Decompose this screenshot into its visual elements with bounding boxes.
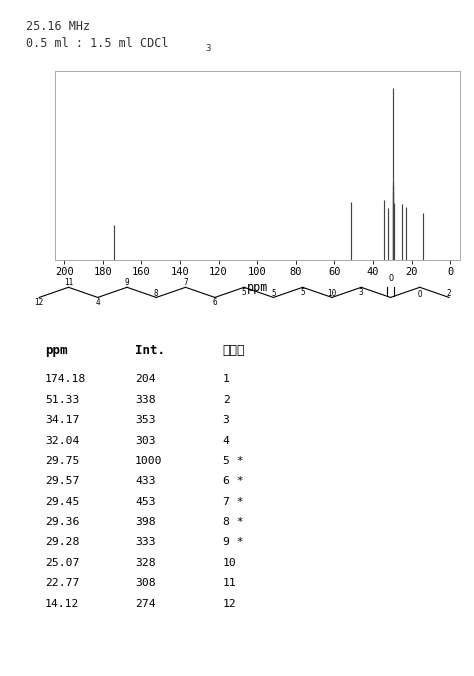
Text: 34.17: 34.17 [45, 415, 80, 425]
Text: 3: 3 [205, 45, 210, 53]
Text: ppm: ppm [45, 344, 67, 358]
Text: 32.04: 32.04 [45, 435, 80, 445]
Text: 5 *: 5 * [223, 456, 244, 466]
Text: 22.77: 22.77 [45, 578, 80, 588]
Text: 7 *: 7 * [223, 497, 244, 507]
Text: 398: 398 [135, 517, 156, 527]
Text: 3: 3 [359, 288, 364, 297]
Text: 25.16 MHz: 25.16 MHz [26, 20, 90, 33]
Text: 274: 274 [135, 599, 156, 608]
Text: 433: 433 [135, 477, 156, 486]
Text: 2: 2 [223, 395, 230, 405]
Text: Int.: Int. [135, 344, 165, 358]
Text: 5: 5 [242, 288, 246, 297]
X-axis label: ppm: ppm [246, 281, 268, 294]
Text: 25.07: 25.07 [45, 558, 80, 568]
Text: 11: 11 [223, 578, 237, 588]
Text: 1000: 1000 [135, 456, 163, 466]
Text: 7: 7 [183, 279, 188, 287]
Text: 10: 10 [328, 289, 337, 297]
Text: 5: 5 [301, 288, 305, 297]
Text: 14.12: 14.12 [45, 599, 80, 608]
Text: 1: 1 [223, 375, 230, 385]
Text: 353: 353 [135, 415, 156, 425]
Text: 308: 308 [135, 578, 156, 588]
Text: 204: 204 [135, 375, 156, 385]
Text: 2: 2 [447, 289, 451, 297]
Text: 51.33: 51.33 [45, 395, 80, 405]
Text: 29.28: 29.28 [45, 537, 80, 548]
Text: 29.36: 29.36 [45, 517, 80, 527]
Text: 9: 9 [125, 279, 129, 287]
Text: 6: 6 [212, 298, 217, 308]
Text: 4: 4 [95, 298, 100, 308]
Text: 338: 338 [135, 395, 156, 405]
Text: 0.5 ml : 1.5 ml CDCl: 0.5 ml : 1.5 ml CDCl [26, 37, 169, 50]
Text: 标记碳: 标记碳 [223, 344, 245, 358]
Text: 333: 333 [135, 537, 156, 548]
Text: 8: 8 [154, 289, 159, 297]
Text: 8 *: 8 * [223, 517, 244, 527]
Text: 12: 12 [223, 599, 237, 608]
Text: 4: 4 [223, 435, 230, 445]
Text: O: O [418, 291, 422, 299]
Text: 11: 11 [64, 279, 73, 287]
Text: O: O [388, 274, 393, 283]
Text: 9 *: 9 * [223, 537, 244, 548]
Text: 29.45: 29.45 [45, 497, 80, 507]
Text: 29.57: 29.57 [45, 477, 80, 486]
Text: 3: 3 [223, 415, 230, 425]
Text: 174.18: 174.18 [45, 375, 86, 385]
Text: 453: 453 [135, 497, 156, 507]
Text: 29.75: 29.75 [45, 456, 80, 466]
Text: 12: 12 [35, 298, 44, 308]
Text: 6 *: 6 * [223, 477, 244, 486]
Text: 5: 5 [271, 289, 276, 297]
Text: 10: 10 [223, 558, 237, 568]
Text: 303: 303 [135, 435, 156, 445]
Text: 328: 328 [135, 558, 156, 568]
